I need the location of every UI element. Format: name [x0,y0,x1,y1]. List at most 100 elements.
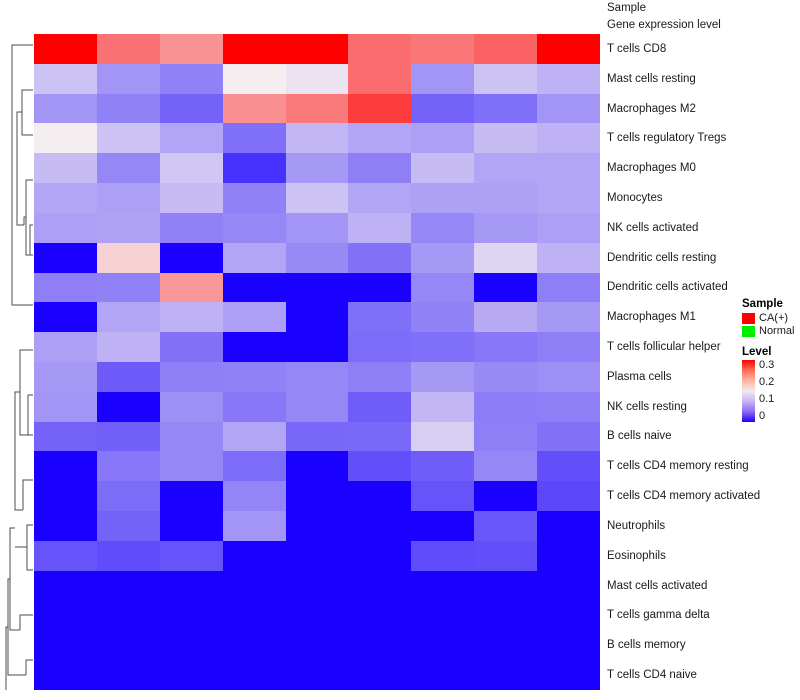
heatmap-row-label: Plasma cells [607,370,672,383]
legend-level-tick: 0.2 [759,376,775,388]
heatmap-cell [411,183,475,213]
heatmap-cell [159,660,223,690]
heatmap-cell [537,302,601,333]
heatmap-cell [159,630,223,661]
heatmap-cell [222,302,286,333]
heatmap-cell [474,361,538,392]
heatmap-cell [537,481,601,511]
heatmap-cell [537,600,601,631]
heatmap-cell [537,272,601,303]
heatmap-cell [34,153,97,184]
heatmap-cell [411,123,475,154]
heatmap-cell [474,242,538,273]
heatmap-cell [34,451,97,482]
heatmap-cell [348,630,412,661]
heatmap-cell [348,302,412,333]
heatmap-cell [348,123,412,154]
heatmap-cell [96,391,160,422]
heatmap-cell [159,63,223,94]
heatmap-cell [285,481,349,511]
heatmap-cell [96,570,160,601]
heatmap-row-label: Dendritic cells activated [607,281,728,294]
heatmap-row [34,540,601,571]
heatmap-cell [285,391,349,422]
heatmap-cell [537,242,601,273]
heatmap-row [34,391,601,422]
legend-panel: Sample CA(+) Normal Level 0.3 0.2 0.1 0 [742,298,800,422]
heatmap-cell [411,451,475,482]
heatmap-cell [411,391,475,422]
heatmap-cell [474,481,538,511]
heatmap-cell [285,212,349,243]
heatmap-cell [222,511,286,541]
heatmap-cell [537,421,601,452]
heatmap-row-label: Macrophages M2 [607,102,696,115]
heatmap-cell [34,570,97,601]
heatmap-cell [348,34,412,64]
heatmap-row [34,481,601,511]
heatmap-row [34,272,601,303]
heatmap-row-label: Mast cells activated [607,579,708,592]
heatmap-row-label: Neutrophils [607,519,666,532]
heatmap-cell [537,93,601,124]
heatmap-cell [159,93,223,124]
legend-level-ticks: 0.3 0.2 0.1 0 [759,360,774,422]
heatmap-cell [222,93,286,124]
heatmap-row [34,361,601,392]
legend-swatch [742,312,755,324]
heatmap-cell [348,183,412,213]
heatmap-cell [474,391,538,422]
heatmap-cell [411,93,475,124]
heatmap-cell [537,451,601,482]
heatmap-cell [159,272,223,303]
heatmap-cell [474,272,538,303]
heatmap-cell [285,123,349,154]
heatmap-cell [474,153,538,184]
heatmap-row-label: Monocytes [607,191,663,204]
heatmap-cell [537,391,601,422]
heatmap-row-label: T cells CD4 memory resting [607,460,749,473]
legend-level-tick: 0.3 [759,359,775,371]
heatmap-cell [34,272,97,303]
heatmap-row-label: T cells CD4 naive [607,668,697,681]
heatmap-cell [34,34,97,64]
heatmap-cell [34,630,97,661]
heatmap-cell [411,302,475,333]
heatmap-cell [411,540,475,571]
heatmap-cell [411,660,475,690]
heatmap-cell [159,361,223,392]
heatmap-row-label: NK cells resting [607,400,687,413]
heatmap-cell [285,361,349,392]
heatmap-cell [159,391,223,422]
heatmap-cell [96,600,160,631]
heatmap-cell [34,600,97,631]
heatmap-cell [96,421,160,452]
heatmap-cell [285,421,349,452]
heatmap-cell [348,391,412,422]
heatmap-cell [222,361,286,392]
heatmap-cell [96,272,160,303]
heatmap-cell [34,63,97,94]
heatmap-cell [348,332,412,362]
heatmap-cell [96,183,160,213]
heatmap-cell [285,272,349,303]
heatmap-cell [474,183,538,213]
heatmap-cell [411,421,475,452]
heatmap-row-label: B cells naive [607,430,672,443]
legend-level-colorbar [742,360,755,422]
heatmap-row [34,34,601,64]
heatmap-cell [348,93,412,124]
heatmap-grid [34,34,601,690]
heatmap-row [34,451,601,482]
heatmap-cell [411,34,475,64]
heatmap-cell [96,242,160,273]
heatmap-cell [34,332,97,362]
legend-level: Level 0.3 0.2 0.1 0 [742,346,800,422]
heatmap-cell [159,511,223,541]
heatmap-row-label: T cells regulatory Tregs [607,132,727,145]
heatmap-cell [34,361,97,392]
sample-annotation-label: Sample [607,2,646,14]
heatmap-cell [411,630,475,661]
heatmap-row-label: Mast cells resting [607,72,696,85]
legend-sample-item: CA(+) [742,312,800,324]
